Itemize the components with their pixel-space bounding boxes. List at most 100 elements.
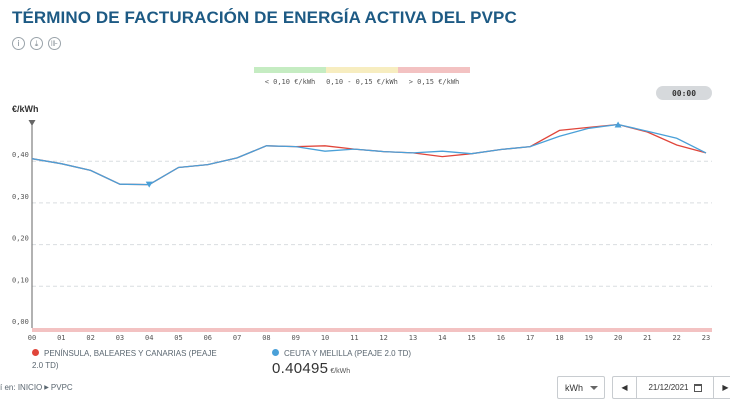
y-tick-label: 0,40 (12, 151, 29, 159)
chevron-right-icon: ▶ (722, 383, 729, 392)
info-icon[interactable]: i (12, 37, 25, 50)
x-tick-label: 23 (702, 334, 710, 342)
data-point-ceuta[interactable] (352, 147, 356, 151)
title-icons: i ⤓ ⊪ (12, 37, 61, 50)
price-range-low-label: < 0,10 €/kWh (264, 78, 316, 86)
x-tick-label: 02 (86, 334, 94, 342)
y-tick-label: 0,20 (12, 235, 29, 243)
breadcrumb-separator-icon: ▶ (44, 385, 49, 391)
x-tick-label: 19 (585, 334, 593, 342)
next-day-button[interactable]: ▶ (713, 377, 730, 398)
series-line-ceuta[interactable] (31, 123, 707, 186)
x-tick-label: 20 (614, 334, 622, 342)
data-point-ceuta[interactable] (118, 182, 122, 186)
data-point-ceuta[interactable] (88, 168, 92, 172)
date-value: 21/12/2021 (648, 383, 689, 392)
x-tick-label: 17 (526, 334, 534, 342)
x-tick-label: 01 (57, 334, 65, 342)
x-tick-label: 12 (379, 334, 387, 342)
download-icon[interactable]: ⤓ (30, 37, 43, 50)
time-display: 00:00 (656, 86, 712, 100)
data-point-ceuta[interactable] (381, 149, 385, 153)
data-point-peninsula[interactable] (674, 143, 678, 147)
x-tick-label: 06 (204, 334, 212, 342)
x-tick-label: 16 (497, 334, 505, 342)
current-value: 0.40495 €/kWh (272, 360, 350, 378)
data-point-ceuta[interactable] (59, 162, 63, 166)
x-tick-label: 00 (28, 334, 36, 342)
breadcrumb-home[interactable]: INICIO (17, 383, 43, 392)
data-point-peninsula[interactable] (323, 144, 327, 148)
legend-label-ceuta: CEUTA Y MELILLA (PEAJE 2.0 TD) (284, 349, 412, 358)
legend-label-peninsula-line1: PENÍNSULA, BALEARES Y CANARIAS (PEAJE (44, 349, 217, 358)
chevron-left-icon: ◀ (621, 383, 628, 392)
legend-series-peninsula[interactable]: PENÍNSULA, BALEARES Y CANARIAS (PEAJE 2.… (32, 348, 262, 372)
y-axis-label: €/kWh (12, 104, 39, 114)
price-range-low: < 0,10 €/kWh (254, 67, 326, 86)
data-point-peninsula[interactable] (440, 154, 444, 158)
data-point-ceuta[interactable] (587, 126, 591, 130)
x-tick-label: 21 (643, 334, 651, 342)
date-input[interactable]: 21/12/2021 (637, 377, 713, 398)
data-point-ceuta[interactable] (528, 144, 532, 148)
breadcrumb-current: PVPC (50, 383, 73, 392)
y-tick-label: 0,00 (12, 318, 29, 326)
series-line-peninsula[interactable] (31, 123, 707, 186)
legend-dot-peninsula (32, 349, 39, 356)
x-tick-label: 03 (116, 334, 124, 342)
previous-day-button[interactable]: ◀ (613, 377, 637, 398)
calendar-icon[interactable] (693, 383, 702, 392)
x-tick-label: 05 (174, 334, 182, 342)
x-tick-label: 08 (262, 334, 270, 342)
price-range-high: > 0,15 €/kWh (398, 67, 470, 86)
y-axis-arrow-icon (28, 120, 36, 126)
data-point-ceuta[interactable] (469, 152, 473, 156)
unit-select-value: kWh (565, 382, 583, 393)
x-tick-label: 09 (292, 334, 300, 342)
data-point-ceuta[interactable] (499, 147, 503, 151)
price-range-mid-swatch (326, 67, 398, 73)
data-point-ceuta[interactable] (294, 144, 298, 148)
chart-icon[interactable]: ⊪ (48, 37, 61, 50)
x-tick-label: 11 (350, 334, 358, 342)
data-point-ceuta[interactable] (264, 144, 268, 148)
legend-label-peninsula-line2: 2.0 TD) (32, 361, 59, 370)
data-point-ceuta[interactable] (176, 165, 180, 169)
data-point-ceuta[interactable] (30, 157, 34, 161)
data-point-peninsula[interactable] (557, 128, 561, 132)
x-tick-label: 22 (672, 334, 680, 342)
data-point-ceuta[interactable] (557, 134, 561, 138)
price-range-low-swatch (254, 67, 326, 73)
page-title: TÉRMINO DE FACTURACIÓN DE ENERGÍA ACTIVA… (12, 8, 517, 27)
legend-dot-ceuta (272, 349, 279, 356)
data-point-ceuta[interactable] (704, 151, 708, 155)
unit-select[interactable]: kWh (557, 376, 605, 399)
data-point-ceuta[interactable] (645, 129, 649, 133)
chevron-down-icon (590, 386, 598, 390)
date-control: ◀ 21/12/2021 ▶ (612, 376, 730, 399)
data-point-ceuta[interactable] (440, 149, 444, 153)
price-range-legend: < 0,10 €/kWh 0,10 - 0,15 €/kWh > 0,15 €/… (254, 67, 470, 86)
data-point-ceuta[interactable] (206, 162, 210, 166)
x-tick-label: 07 (233, 334, 241, 342)
legend-series-ceuta[interactable]: CEUTA Y MELILLA (PEAJE 2.0 TD) (272, 348, 492, 360)
data-point-ceuta[interactable] (235, 156, 239, 160)
price-range-high-swatch (398, 67, 470, 73)
x-tick-label: 14 (438, 334, 446, 342)
data-point-ceuta[interactable] (674, 136, 678, 140)
breadcrumb-prefix: í en: (0, 383, 16, 392)
x-tick-label: 13 (409, 334, 417, 342)
price-band (32, 328, 712, 332)
data-point-ceuta[interactable] (323, 149, 327, 153)
current-value-number: 0.40495 (272, 360, 329, 377)
price-range-mid-label: 0,10 - 0,15 €/kWh (326, 78, 398, 86)
x-tick-label: 10 (321, 334, 329, 342)
price-range-mid: 0,10 - 0,15 €/kWh (326, 67, 398, 86)
y-tick-label: 0,10 (12, 276, 29, 284)
current-value-unit: €/kWh (330, 368, 351, 375)
y-tick-label: 0,30 (12, 193, 29, 201)
breadcrumb: í en: INICIO ▶ PVPC (0, 383, 73, 392)
data-point-ceuta[interactable] (411, 151, 415, 155)
price-range-high-label: > 0,15 €/kWh (408, 78, 460, 86)
